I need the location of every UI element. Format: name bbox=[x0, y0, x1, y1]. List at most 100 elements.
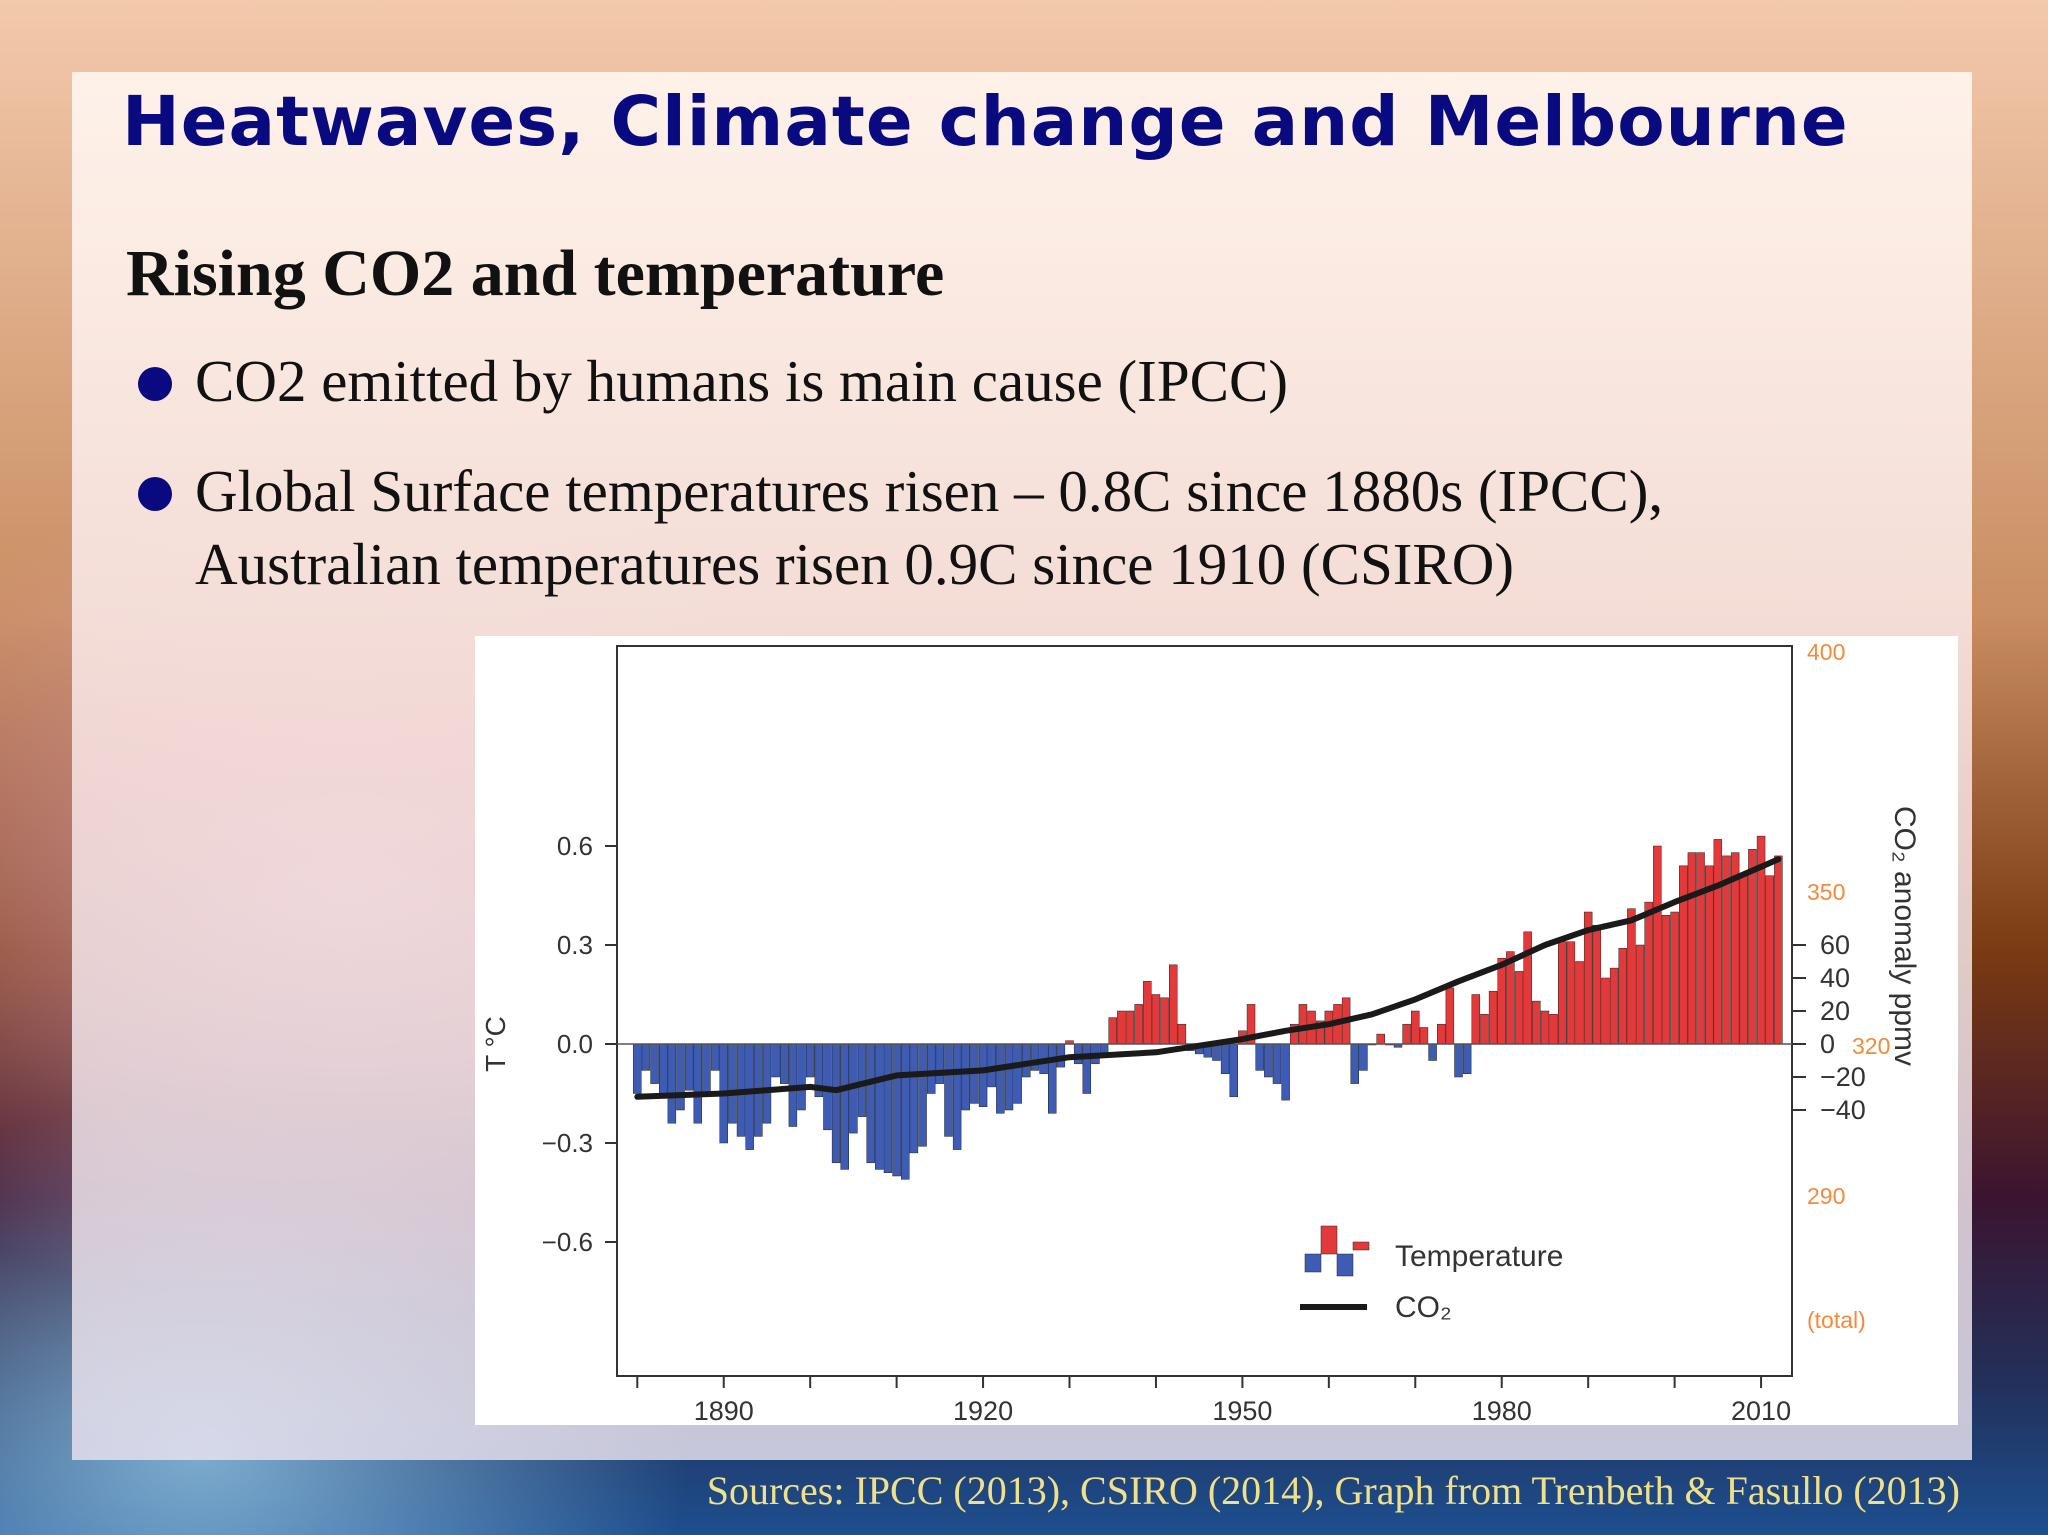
temperature-bar bbox=[1627, 908, 1636, 1045]
temperature-bar bbox=[1644, 901, 1653, 1045]
y2-tick-label: 40 bbox=[1820, 963, 1850, 993]
temperature-bar bbox=[1108, 1017, 1117, 1045]
temperature-bar bbox=[641, 1043, 651, 1071]
temperature-bar bbox=[1445, 987, 1455, 1045]
temperature-bar bbox=[1618, 948, 1627, 1045]
temperature-bar bbox=[693, 1043, 703, 1124]
temperature-bar bbox=[762, 1043, 772, 1124]
temperature-bar bbox=[1298, 1004, 1308, 1045]
temperature-bar bbox=[1592, 924, 1602, 1045]
y2-tick-label: 60 bbox=[1820, 930, 1850, 960]
temperature-bar bbox=[918, 1043, 927, 1147]
temperature-bar bbox=[1462, 1043, 1472, 1074]
temperature-bar bbox=[658, 1043, 668, 1098]
temperature-bar bbox=[1670, 911, 1679, 1045]
y2-total-label: 290 bbox=[1807, 1183, 1845, 1209]
y-tick-label: 0.3 bbox=[557, 930, 593, 960]
temperature-bar bbox=[1169, 964, 1178, 1045]
temperature-bar bbox=[1013, 1043, 1022, 1104]
temperature-bar bbox=[1488, 990, 1498, 1045]
temperature-bar bbox=[831, 1043, 841, 1164]
temperature-bar bbox=[961, 1043, 971, 1111]
temperature-bar bbox=[650, 1043, 659, 1084]
temperature-bar bbox=[1117, 1010, 1126, 1045]
temperature-bar bbox=[1376, 1033, 1385, 1045]
temperature-bar bbox=[728, 1043, 737, 1124]
temperature-bar bbox=[1558, 941, 1567, 1045]
temperature-bar bbox=[1635, 944, 1645, 1045]
temperature-bar bbox=[1748, 849, 1757, 1045]
temperature-bar bbox=[710, 1043, 720, 1071]
temperature-bar bbox=[1601, 977, 1610, 1045]
x-tick-label: 1890 bbox=[694, 1396, 754, 1425]
y2-tick-label: −20 bbox=[1820, 1062, 1866, 1092]
temperature-bar bbox=[1540, 1010, 1550, 1045]
y2-total-label: (total) bbox=[1807, 1307, 1866, 1333]
temperature-bar bbox=[1774, 855, 1783, 1045]
temperature-bar bbox=[978, 1043, 988, 1107]
bullet-text: CO2 emitted by humans is main cause (IPC… bbox=[195, 345, 1935, 418]
temperature-bar bbox=[1134, 1004, 1143, 1045]
bullet-text: Global Surface temperatures risen – 0.8C… bbox=[195, 455, 1935, 601]
bullet-dot-icon bbox=[138, 367, 172, 401]
temperature-bar bbox=[745, 1043, 754, 1150]
temperature-bar bbox=[1765, 875, 1774, 1045]
y2-total-label: 320 bbox=[1852, 1033, 1890, 1059]
temperature-bar bbox=[1229, 1043, 1238, 1098]
temperature-bar bbox=[926, 1043, 936, 1094]
temperature-bar bbox=[1497, 957, 1506, 1045]
temperature-bar bbox=[667, 1043, 677, 1124]
temperature-bar bbox=[1687, 852, 1697, 1045]
temperature-bar bbox=[1679, 865, 1688, 1045]
y-tick-label: −0.6 bbox=[542, 1227, 593, 1257]
temperature-bar bbox=[1739, 875, 1749, 1045]
sources-caption: Sources: IPCC (2013), CSIRO (2014), Grap… bbox=[706, 1468, 1960, 1513]
temperature-bar bbox=[909, 1043, 919, 1154]
temperature-bar bbox=[1419, 1027, 1429, 1045]
temperature-bar bbox=[797, 1043, 806, 1111]
temperature-bar bbox=[1549, 1014, 1558, 1045]
x-tick-label: 1980 bbox=[1472, 1396, 1532, 1425]
slide-subtitle: Rising CO2 and temperature bbox=[126, 237, 945, 310]
temperature-bar bbox=[1030, 1043, 1040, 1071]
temperature-bar bbox=[684, 1043, 694, 1091]
temperature-bar bbox=[676, 1043, 685, 1111]
temperature-bar bbox=[1696, 852, 1705, 1045]
y2-tick-label: 20 bbox=[1820, 996, 1850, 1026]
legend-label: Temperature bbox=[1395, 1240, 1563, 1273]
temperature-bar bbox=[952, 1043, 962, 1150]
temperature-bar bbox=[875, 1043, 884, 1170]
temperature-bar bbox=[1177, 1023, 1187, 1045]
y-tick-label: 0.0 bbox=[557, 1029, 593, 1059]
temperature-bar bbox=[1471, 994, 1481, 1045]
legend-temperature-swatch bbox=[1336, 1253, 1354, 1277]
temperature-bar bbox=[1480, 1014, 1489, 1045]
legend-temperature-swatch bbox=[1352, 1241, 1370, 1251]
temperature-bar bbox=[1514, 971, 1524, 1045]
chart-container: 0.6 0.3 0.0 −0.3 −0.6 T °C 1890 1920 1950 1980 201… bbox=[475, 636, 1958, 1425]
temperature-bar bbox=[1125, 1010, 1135, 1045]
temperature-bar bbox=[840, 1043, 849, 1170]
y-axis-label: T °C bbox=[480, 1016, 511, 1072]
temperature-bar bbox=[1402, 1023, 1411, 1045]
legend-temperature-swatch bbox=[1304, 1253, 1322, 1273]
temperature-bar bbox=[1653, 845, 1662, 1045]
temperature-bar bbox=[1359, 1043, 1368, 1071]
temperature-bar bbox=[935, 1043, 945, 1084]
x-tick-label: 2010 bbox=[1731, 1396, 1791, 1425]
temperature-bar bbox=[1047, 1043, 1057, 1114]
temperature-bar bbox=[805, 1043, 815, 1078]
temperature-bar bbox=[996, 1043, 1005, 1114]
y2-tick-label: −40 bbox=[1820, 1095, 1866, 1125]
temperature-bar bbox=[1428, 1043, 1437, 1061]
temperature-bar bbox=[1082, 1043, 1092, 1094]
temperature-bar bbox=[1575, 961, 1584, 1045]
y2-tick-label: 0 bbox=[1820, 1029, 1835, 1059]
bullet-line: CO2 emitted by humans is main cause (IPC… bbox=[195, 348, 1288, 414]
legend-label: CO₂ bbox=[1395, 1291, 1452, 1324]
temperature-bar bbox=[944, 1043, 953, 1137]
temperature-bar bbox=[1566, 941, 1576, 1045]
bullet-line: Australian temperatures risen 0.9C since… bbox=[195, 531, 1515, 597]
temperature-bar bbox=[1350, 1043, 1360, 1084]
temperature-bar bbox=[1436, 1023, 1446, 1045]
